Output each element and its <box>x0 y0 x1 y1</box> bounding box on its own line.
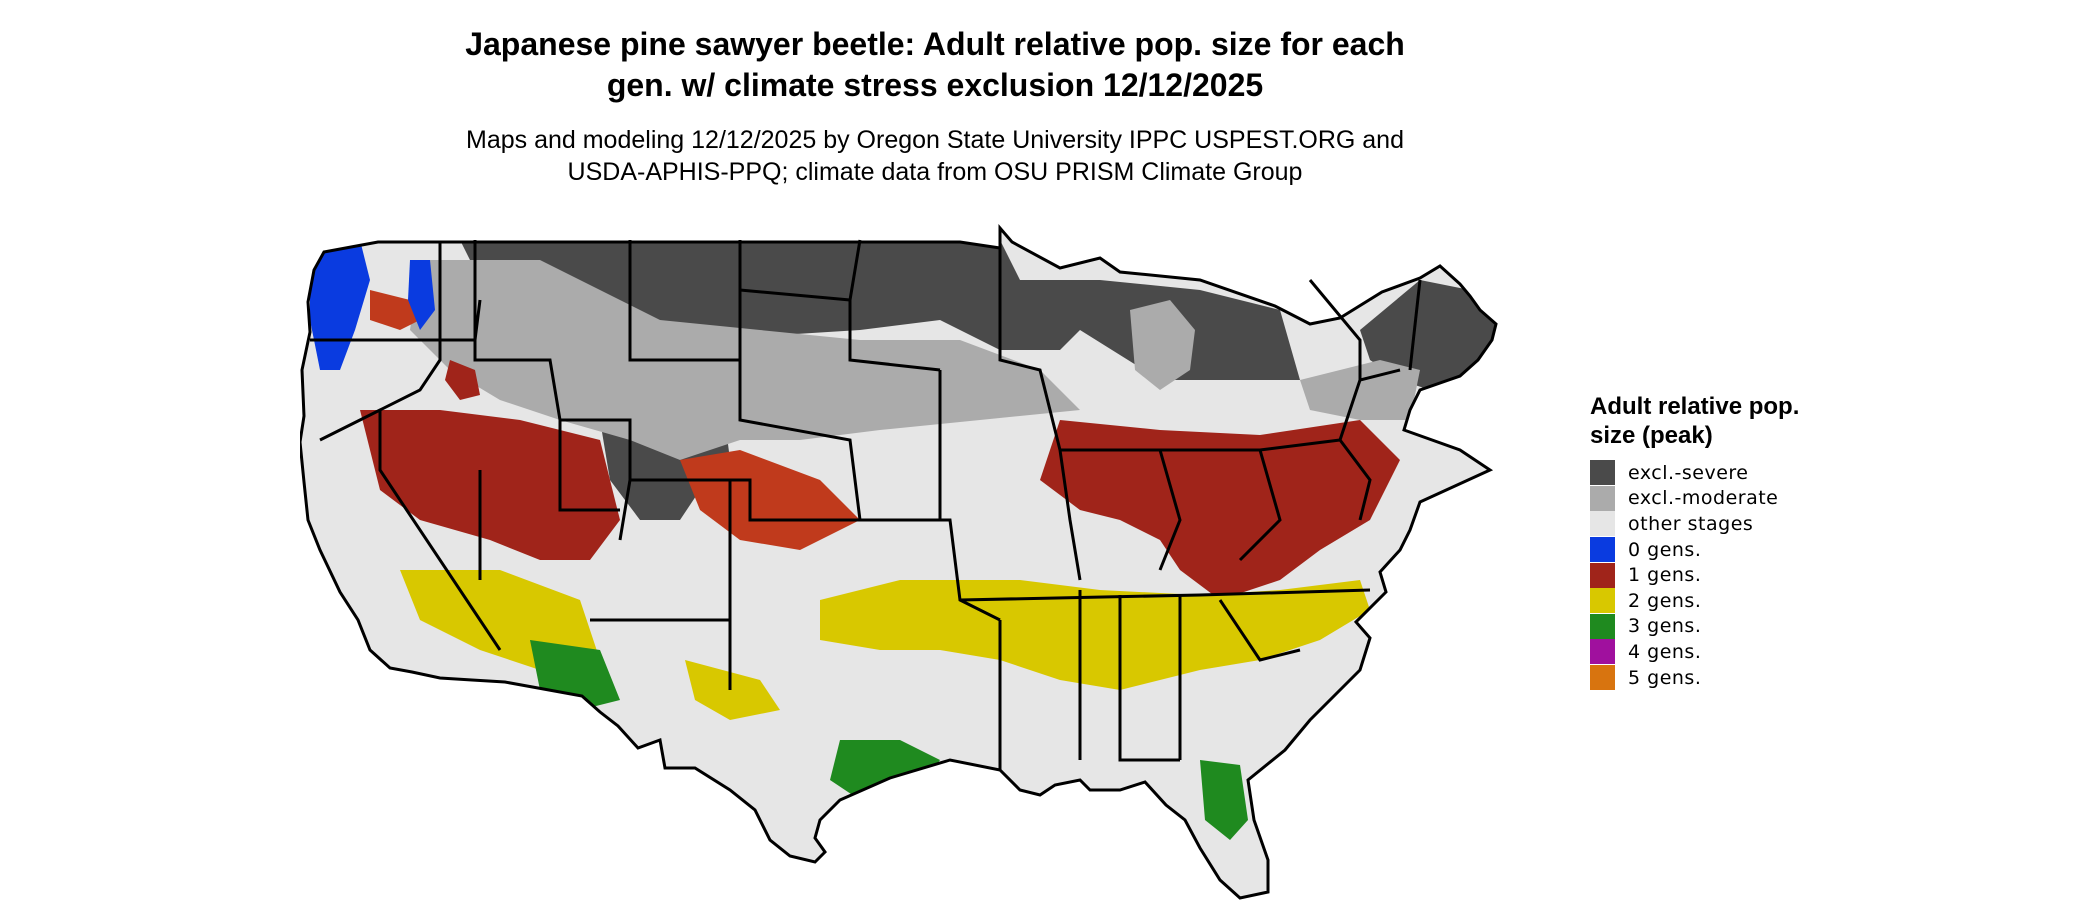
legend-item: other stages <box>1590 511 1810 537</box>
gen-3-region-florida <box>1200 760 1248 840</box>
legend-swatch <box>1590 562 1615 588</box>
legend-label: 1 gens. <box>1628 564 1702 587</box>
us-map <box>300 226 1498 900</box>
gen-0-region-rockies <box>408 260 435 330</box>
gen-2-region-texas <box>685 660 780 720</box>
legend-swatch <box>1590 511 1615 537</box>
legend-item: 4 gens. <box>1590 639 1810 665</box>
map-title-line-2: gen. w/ climate stress exclusion 12/12/2… <box>606 67 1264 103</box>
map-subtitle-line-1: Maps and modeling 12/12/2025 by Oregon S… <box>466 126 1404 154</box>
legend-label: excl.-severe <box>1628 461 1749 484</box>
legend-item: 3 gens. <box>1590 613 1810 640</box>
legend-swatch <box>1590 665 1615 691</box>
legend-item: 2 gens. <box>1590 588 1810 614</box>
gen-1-region-idaho <box>370 290 420 330</box>
legend-items: excl.-severe excl.-moderate other stages 0 … <box>1590 460 1810 691</box>
legend-label: 2 gens. <box>1628 589 1702 612</box>
legend-item: 0 gens. <box>1590 537 1810 563</box>
state-borders <box>310 239 1422 770</box>
excl-moderate-region-michigan <box>1130 300 1195 390</box>
legend-label: 3 gens. <box>1628 615 1702 638</box>
legend-swatch <box>1590 639 1615 665</box>
legend-label: other stages <box>1628 512 1754 535</box>
gen-1-region-midwest <box>1040 420 1400 600</box>
excl-moderate-region-ny <box>1300 360 1420 420</box>
gen-2-region-south <box>820 580 1370 690</box>
map-title-line-1: Japanese pine sawyer beetle: Adult relat… <box>465 26 1405 62</box>
legend-swatch <box>1590 588 1615 614</box>
legend-label: excl.-moderate <box>1628 487 1779 510</box>
map-subtitle: Maps and modeling 12/12/2025 by Oregon S… <box>300 124 1570 188</box>
legend-label: 0 gens. <box>1628 538 1702 561</box>
legend-swatch <box>1590 460 1615 486</box>
map-title: Japanese pine sawyer beetle: Adult relat… <box>300 24 1570 106</box>
gen-1-region-oregon <box>445 360 480 400</box>
gen-0-region-cascades <box>310 240 370 370</box>
excl-severe-region-northeast <box>1360 280 1496 390</box>
legend-item: 5 gens. <box>1590 665 1810 691</box>
legend-label: 4 gens. <box>1628 640 1702 663</box>
excl-severe-region <box>460 240 1300 380</box>
legend-swatch <box>1590 613 1615 639</box>
legend-swatch <box>1590 537 1615 563</box>
legend-item: 1 gens. <box>1590 562 1810 588</box>
gen-1-region-plains <box>680 450 860 550</box>
map-subtitle-line-2: USDA-APHIS-PPQ; climate data from OSU PR… <box>567 158 1303 186</box>
legend-title: Adult relative pop. size (peak) <box>1590 393 1800 449</box>
legend: Adult relative pop. size (peak) excl.-se… <box>1590 392 1810 691</box>
legend-item: excl.-moderate <box>1590 485 1810 512</box>
legend-swatch <box>1590 485 1615 511</box>
gen-1-region-great-basin <box>360 410 620 560</box>
legend-label: 5 gens. <box>1628 666 1702 689</box>
excl-moderate-region <box>410 260 1080 460</box>
legend-item: excl.-severe <box>1590 460 1810 486</box>
map-regions <box>310 240 1496 840</box>
